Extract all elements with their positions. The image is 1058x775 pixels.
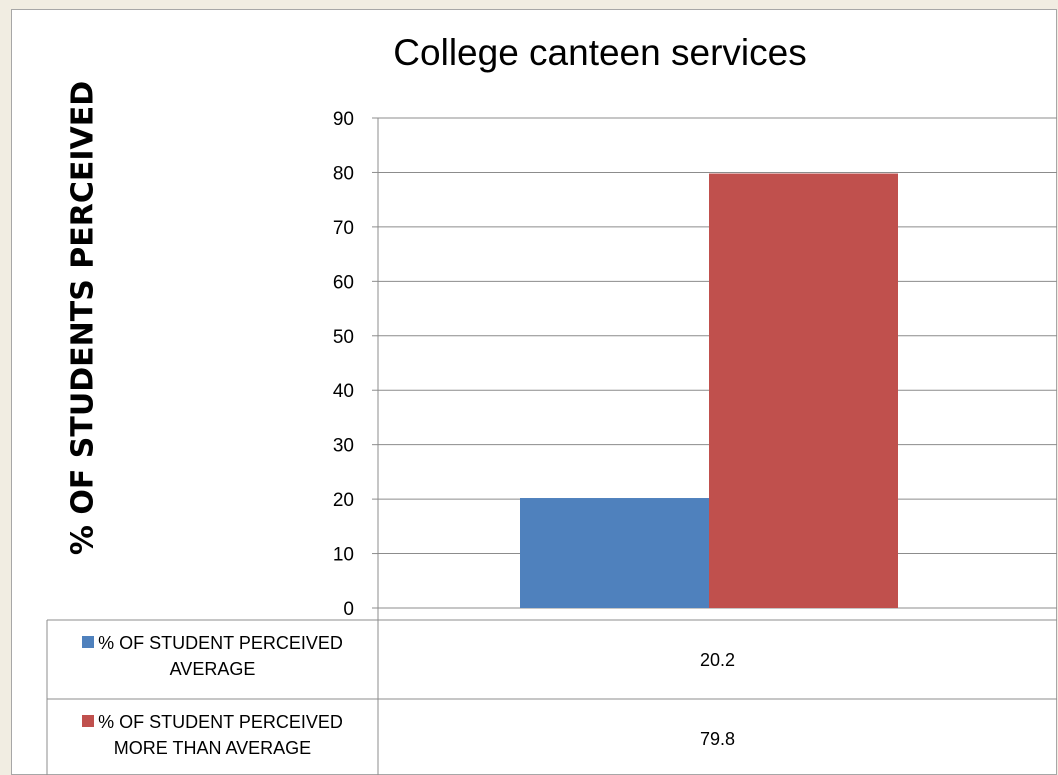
chart-title: College canteen services [393, 32, 807, 73]
y-tick-label: 60 [333, 272, 354, 293]
legend-label: AVERAGE [169, 659, 256, 679]
legend-label-line: % OF STUDENT PERCEIVED [47, 709, 378, 735]
y-tick-label: 90 [333, 109, 354, 130]
legend-label: MORE THAN AVERAGE [113, 738, 312, 758]
legend-label-line: AVERAGE [47, 656, 378, 682]
legend-entry: % OF STUDENT PERCEIVED AVERAGE [47, 630, 378, 682]
y-tick-label: 10 [333, 545, 354, 566]
y-tick-label: 40 [333, 381, 354, 402]
legend-label: % OF STUDENT PERCEIVED [98, 633, 343, 653]
y-tick-label: 20 [333, 490, 354, 511]
legend-label-line: % OF STUDENT PERCEIVED [47, 630, 378, 656]
y-tick-label: 0 [343, 599, 354, 620]
y-tick-label: 80 [333, 163, 354, 184]
legend-label: % OF STUDENT PERCEIVED [98, 712, 343, 732]
data-value: 20.2 [699, 650, 736, 670]
data-value: 79.8 [699, 729, 736, 749]
bar [520, 498, 709, 608]
legend-swatch [82, 636, 95, 648]
legend-swatch [82, 715, 95, 727]
y-tick-label: 30 [333, 436, 354, 457]
bar [709, 173, 898, 609]
legend-entry: % OF STUDENT PERCEIVED MORE THAN AVERAGE [47, 709, 378, 761]
y-tick-label: 70 [333, 218, 354, 239]
legend-label-line: MORE THAN AVERAGE [47, 735, 378, 761]
y-tick-label: 50 [333, 327, 354, 348]
